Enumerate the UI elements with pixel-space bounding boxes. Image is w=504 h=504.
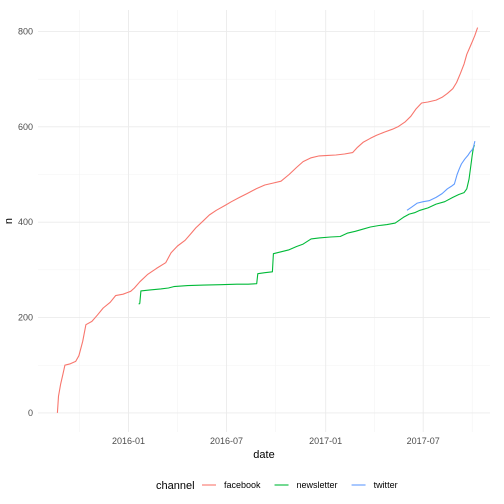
legend-label-twitter: twitter [374,480,398,490]
x-axis-title: date [253,449,274,461]
series-line-facebook [56,27,479,413]
legend-label-facebook: facebook [224,480,261,490]
y-tick-label: 200 [18,313,33,323]
y-axis-title: n [3,218,15,224]
x-tick-label: 2017-07 [407,436,440,446]
legend: channel facebook newsletter twitter [156,480,398,492]
y-tick-label: 800 [18,26,33,36]
y-tick-label: 600 [18,122,33,132]
x-tick-label: 2016-01 [112,436,145,446]
y-axis-ticks: 0 200 400 600 800 [18,26,33,417]
legend-title: channel [156,480,195,492]
legend-label-newsletter: newsletter [297,480,338,490]
x-tick-label: 2016-07 [210,436,243,446]
y-tick-label: 0 [28,408,33,418]
series-lines [56,27,479,413]
x-tick-label: 2017-01 [309,436,342,446]
series-line-twitter [406,140,476,211]
x-axis-ticks: 2016-01 2016-07 2017-01 2017-07 [112,436,440,446]
series-line-newsletter [138,144,475,305]
grid-major [38,10,490,432]
y-tick-label: 400 [18,217,33,227]
grid-minor [38,10,490,432]
